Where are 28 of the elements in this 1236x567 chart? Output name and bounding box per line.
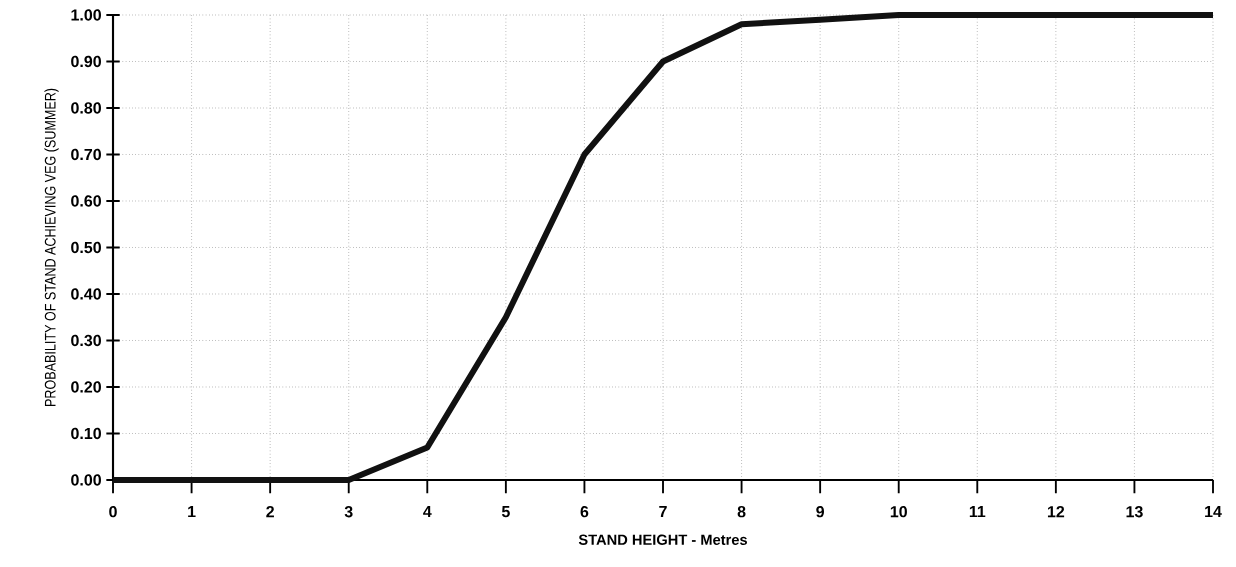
x-tick-label: 9 bbox=[816, 506, 824, 518]
y-tick-label: 0.60 bbox=[71, 195, 101, 207]
y-tick-label: 0.80 bbox=[71, 102, 101, 114]
x-tick-label: 1 bbox=[188, 506, 196, 518]
x-tick-label: 14 bbox=[1205, 506, 1222, 518]
x-tick-label: 11 bbox=[969, 506, 986, 518]
y-tick-label: 0.70 bbox=[71, 148, 101, 161]
y-tick-label: 0.20 bbox=[71, 381, 101, 393]
y-axis-title: PROBABILITY OF STAND ACHIEVING VEG (SUMMER) bbox=[44, 88, 59, 406]
x-tick-label: 2 bbox=[266, 506, 274, 518]
x-tick-label: 3 bbox=[344, 506, 353, 518]
x-tick-label: 6 bbox=[580, 506, 589, 518]
y-tick-label: 0.50 bbox=[71, 241, 101, 254]
x-tick-label: 5 bbox=[501, 506, 510, 518]
y-tick-label: 1.00 bbox=[71, 9, 101, 21]
y-tick-label: 0.90 bbox=[71, 55, 101, 68]
x-tick-label: 4 bbox=[423, 506, 432, 518]
y-tick-label: 0.30 bbox=[71, 334, 101, 347]
x-axis-title: STAND HEIGHT - Metres bbox=[578, 534, 747, 545]
x-tick-label: 10 bbox=[890, 506, 907, 518]
y-tick-label: 0.00 bbox=[71, 474, 101, 486]
x-tick-label: 12 bbox=[1047, 506, 1065, 518]
x-tick-label: 8 bbox=[737, 506, 746, 518]
x-tick-label: 13 bbox=[1126, 506, 1143, 518]
y-tick-label: 0.10 bbox=[71, 427, 101, 440]
x-tick-label: 7 bbox=[659, 506, 667, 518]
x-tick-label: 0 bbox=[109, 506, 117, 518]
y-tick-label: 0.40 bbox=[71, 288, 101, 300]
